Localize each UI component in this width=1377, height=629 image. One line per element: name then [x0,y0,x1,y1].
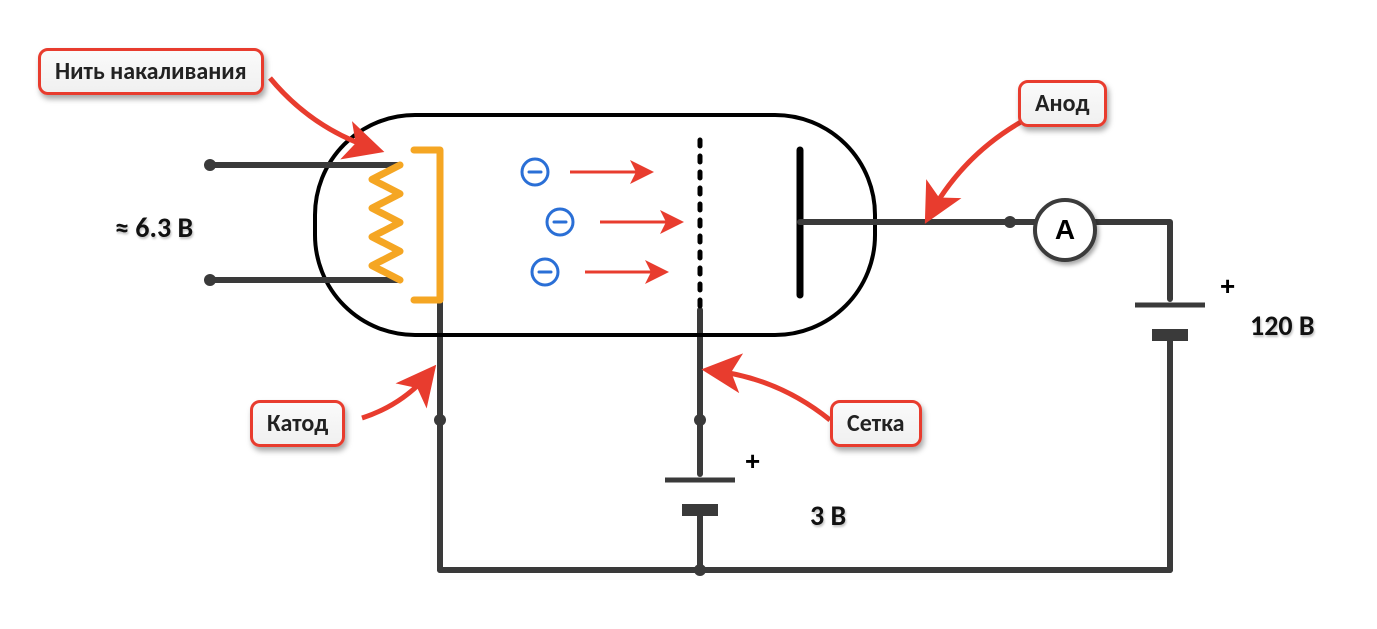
node-dot [434,414,446,426]
plus-sign: + [745,446,760,476]
label-filament: Нить накаливания [38,48,264,95]
callout-arrow [362,370,432,418]
electron-symbol [532,259,558,285]
electron-symbol [547,209,573,235]
electron-symbol [522,159,548,185]
battery-anode: + [1135,271,1235,335]
callout-arrow [270,78,378,150]
terminal-dot [1004,216,1016,228]
filament-coil [372,165,400,280]
terminal-dot [204,159,216,171]
label-anode: Анод [1018,80,1107,127]
label-grid: Сетка [830,400,922,447]
callout-arrow [708,370,830,420]
callout-arrow [928,118,1028,218]
node-dot [694,564,706,576]
label-cathode: Катод [250,400,345,447]
grid-voltage: 3 В [810,498,846,533]
plus-sign: + [1220,271,1235,301]
anode-voltage: 120 В [1250,308,1315,343]
node-dot [694,414,706,426]
terminal-dot [204,274,216,286]
cathode-electrode [414,150,440,300]
battery-grid: + [665,446,760,510]
wire-ammeter-to-batt [1095,222,1170,299]
heater-voltage: ≈ 6.3 В [115,210,193,245]
ammeter-label: A [1055,214,1075,245]
